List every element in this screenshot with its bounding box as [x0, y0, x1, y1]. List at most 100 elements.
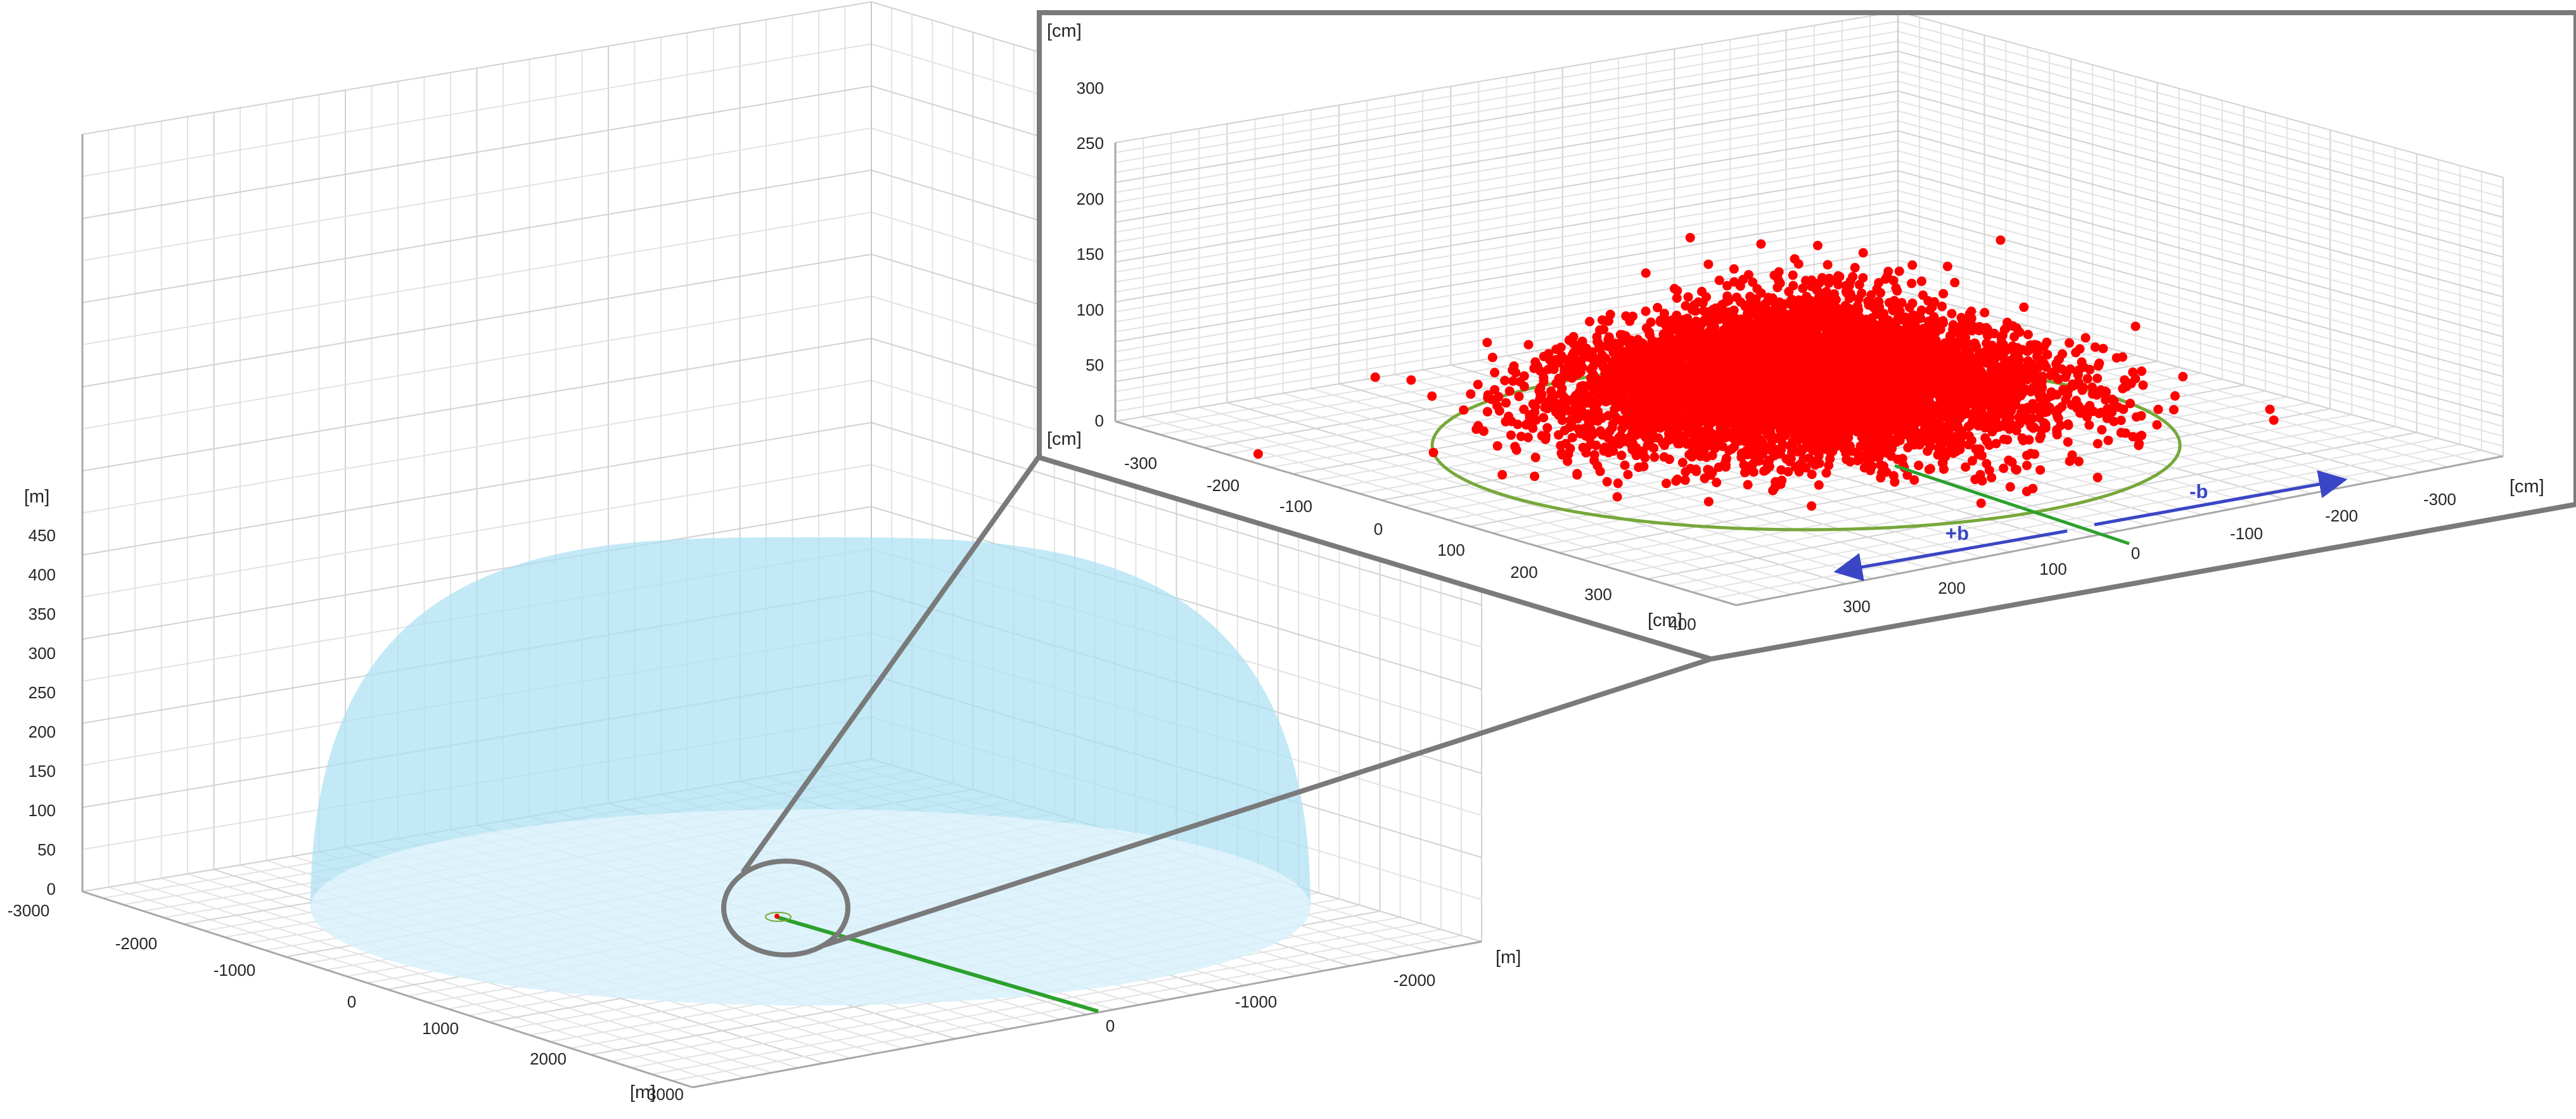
main-z-tick-label: 200 — [29, 722, 56, 741]
main-floor-grid-line — [651, 928, 1441, 1075]
scatter-point — [1938, 289, 1949, 298]
scatter-point — [1658, 438, 1668, 448]
scatter-point — [1602, 476, 1612, 487]
hemisphere — [311, 537, 1310, 1006]
main-z-unit: [m] — [24, 487, 49, 507]
scatter-point — [1999, 324, 2009, 335]
scatter-point — [1698, 306, 1708, 316]
scatter-point — [1508, 376, 1518, 386]
inset-wall-grid-line — [1897, 200, 2504, 368]
inset-wall-grid-line — [1115, 259, 1899, 392]
inset-wall-grid-line — [1115, 13, 1895, 143]
main-wall-grid-line — [82, 253, 872, 388]
scatter-point — [1989, 369, 1999, 380]
inset-wall-grid-line — [1897, 130, 2504, 298]
main-x-tick-label: -3000 — [8, 901, 50, 920]
scatter-point — [1530, 357, 1541, 367]
scatter-point — [1634, 462, 1644, 472]
inset-wall-grid-line — [1115, 30, 1899, 163]
main-wall-grid-line — [82, 43, 872, 177]
inset-wall-grid-line — [1115, 80, 1899, 213]
scatter-point — [2131, 412, 2141, 422]
scatter-point — [1950, 278, 1960, 288]
scatter-point — [1954, 398, 1964, 408]
main-wall-grid-line — [82, 506, 872, 640]
main-x-tick-label: 2000 — [530, 1049, 567, 1068]
scatter-point — [2131, 321, 2141, 331]
scatter-point — [1537, 431, 1547, 441]
scatter-point — [1980, 307, 1990, 317]
inset-wall-grid-line — [1897, 80, 2504, 248]
scatter-point — [1497, 470, 1508, 480]
main-wall-grid-line — [871, 421, 1482, 606]
scatter-point — [1754, 456, 1764, 466]
scatter-point — [2120, 428, 2131, 438]
inset-scatter-points — [1253, 233, 2279, 511]
inset-wall-grid-line — [1115, 220, 1899, 352]
scatter-point — [1535, 391, 1546, 400]
scatter-point — [1776, 465, 1786, 475]
scatter-point — [1807, 501, 1817, 511]
scatter-point — [2137, 366, 2146, 376]
inset-wall-grid-line — [1897, 140, 2504, 308]
scatter-point — [1568, 331, 1579, 342]
scatter-point — [1677, 457, 1688, 468]
scatter-point — [1523, 340, 1534, 350]
scatter-point — [1873, 297, 1883, 306]
scatter-point — [1980, 391, 1990, 401]
scatter-point — [1504, 411, 1514, 421]
scatter-point — [1585, 317, 1594, 326]
scatter-point — [1732, 292, 1741, 302]
scatter-point — [2134, 440, 2144, 451]
inset-wall-grid-line — [1900, 13, 2504, 178]
main-y-axis-line — [692, 940, 1482, 1089]
scatter-point — [1908, 310, 1918, 320]
main-origin-marker — [765, 912, 791, 922]
scatter-point — [1681, 301, 1691, 311]
inset-wall-grid-line — [1897, 269, 2504, 437]
scatter-point — [2034, 390, 2044, 400]
scatter-point — [2113, 402, 2124, 412]
scatter-point — [1729, 264, 1739, 274]
scatter-point — [1862, 445, 1872, 456]
scatter-point — [1705, 428, 1715, 438]
scatter-point — [1482, 338, 1492, 348]
inset-wall-grid-line — [1897, 70, 2504, 238]
scatter-point — [1814, 480, 1824, 490]
scatter-point — [2103, 435, 2113, 445]
main-z-tick-label: 100 — [29, 801, 56, 820]
main-y-tick-label: -1000 — [1235, 992, 1278, 1011]
scatter-point — [2005, 482, 2015, 492]
main-x-axis-line — [82, 890, 693, 1089]
scatter-point — [1490, 368, 1500, 378]
scatter-point — [1635, 342, 1645, 352]
inset-wall-grid-line — [1897, 20, 2504, 188]
inset-wall-grid-line — [1115, 41, 1899, 174]
inset-wall-grid-line — [1115, 229, 1899, 362]
hemisphere-dome — [311, 537, 1310, 1006]
scatter-point — [1501, 398, 1511, 408]
scatter-point — [1542, 423, 1553, 433]
inset-wall-grid-line — [1115, 60, 1899, 193]
zoom-connector-top — [740, 454, 1042, 874]
inset-wall-grid-line — [1115, 269, 1899, 402]
scatter-point — [1539, 412, 1549, 423]
scatter-point — [2022, 416, 2032, 425]
scatter-point — [1683, 292, 1693, 302]
scatter-point — [1427, 391, 1437, 401]
scatter-point — [1996, 235, 2006, 245]
scatter-point — [1612, 492, 1622, 502]
inset-wall-grid-line — [1115, 150, 1899, 283]
scatter-point — [1823, 260, 1833, 270]
main-tick-labels: -3000-2000-10000100020003000-2000-100000… — [8, 526, 1436, 1104]
scatter-point — [1786, 295, 1797, 304]
scatter-point — [1744, 462, 1754, 472]
inset-wall-grid-line — [1897, 110, 2504, 278]
scatter-point — [1459, 405, 1469, 415]
main-x-tick-label: 0 — [347, 992, 356, 1011]
scatter-point — [1821, 274, 1831, 285]
scatter-point — [1722, 291, 1733, 301]
main-wall-grid-line — [871, 506, 1482, 690]
scatter-point — [2028, 483, 2038, 494]
scatter-point — [1428, 447, 1439, 457]
